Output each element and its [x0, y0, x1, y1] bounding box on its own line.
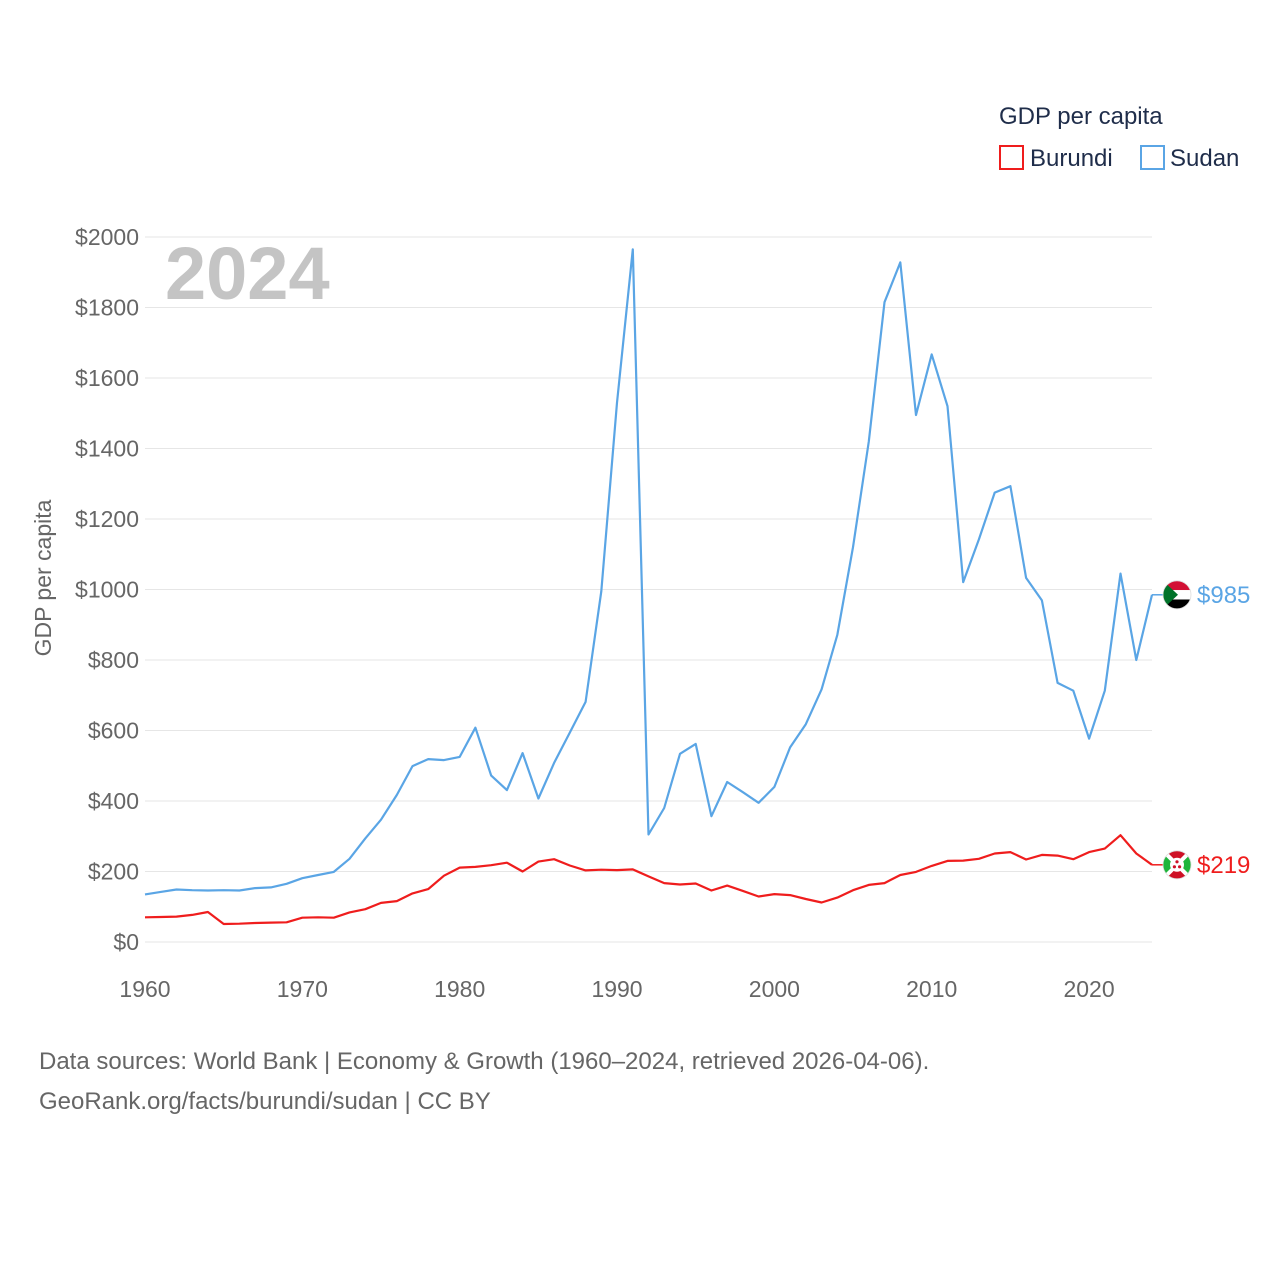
line-chart: $0 $200 $400 $600 $800 $1000 $1200 $1400 $1600 $1…	[30, 103, 1250, 1002]
legend-swatch-sudan[interactable]	[1140, 145, 1165, 170]
y-tick-label: $1000	[75, 577, 139, 603]
series-line-burundi	[144, 834, 1153, 926]
legend: GDP per capita Burundi Sudan	[999, 103, 1239, 172]
legend-swatch-burundi[interactable]	[999, 145, 1024, 170]
y-axis-ticks: $0 $200 $400 $600 $800 $1000 $1200 $1400 $1600 $1…	[75, 224, 139, 955]
y-tick-label: $1800	[75, 295, 139, 321]
y-tick-label: $600	[88, 718, 139, 744]
footer: Data sources: World Bank | Economy & Gro…	[39, 1042, 929, 1122]
x-tick-label: 1990	[591, 976, 642, 1002]
x-tick-label: 2020	[1063, 976, 1114, 1002]
x-axis-ticks: 1960 1970 1980 1990 2000 2010 2020	[119, 976, 1114, 1002]
legend-title: GDP per capita	[999, 103, 1163, 130]
legend-label-sudan[interactable]: Sudan	[1170, 145, 1239, 172]
y-tick-label: $1400	[75, 436, 139, 462]
y-tick-label: $200	[88, 859, 139, 885]
year-label: 2024	[165, 232, 330, 315]
x-tick-label: 2000	[749, 976, 800, 1002]
y-axis-label: GDP per capita	[30, 499, 56, 656]
end-value-label-sudan: $985	[1197, 582, 1250, 609]
x-tick-label: 1960	[119, 976, 170, 1002]
series-lines	[144, 248, 1154, 926]
legend-label-burundi[interactable]: Burundi	[1030, 145, 1113, 172]
y-tick-label: $800	[88, 647, 139, 673]
y-tick-label: $1600	[75, 365, 139, 391]
gridlines	[145, 236, 1152, 943]
source-link[interactable]: GeoRank.org/facts/burundi/sudan | CC BY	[39, 1088, 491, 1115]
y-tick-label: $1200	[75, 506, 139, 532]
end-value-label-burundi: $219	[1197, 852, 1250, 879]
data-source-note: Data sources: World Bank | Economy & Gro…	[39, 1048, 930, 1075]
x-tick-label: 2010	[906, 976, 957, 1002]
series-line-sudan	[144, 248, 1154, 896]
x-tick-label: 1980	[434, 976, 485, 1002]
series-end-markers: $219 $985	[1152, 580, 1250, 880]
y-tick-label: $2000	[75, 224, 139, 250]
y-tick-label: $400	[88, 788, 139, 814]
sudan-flag-icon	[1162, 580, 1192, 610]
burundi-flag-icon	[1162, 850, 1192, 880]
y-tick-label: $0	[113, 929, 139, 955]
x-tick-label: 1970	[277, 976, 328, 1002]
